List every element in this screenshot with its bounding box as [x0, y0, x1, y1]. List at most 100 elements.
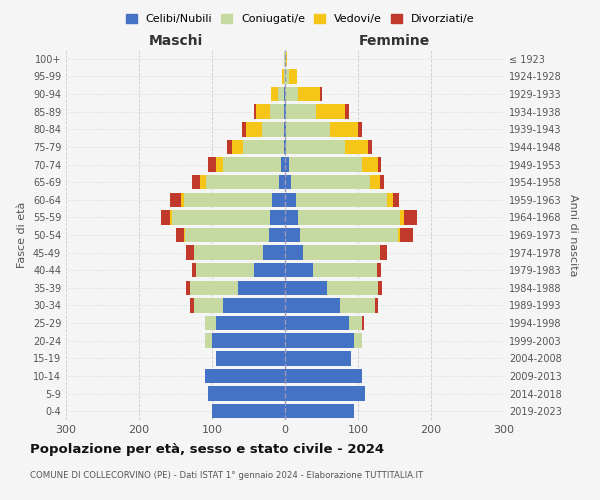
- Bar: [349, 316, 362, 330]
- Bar: [320, 87, 322, 102]
- Bar: [286, 122, 330, 136]
- Bar: [330, 122, 358, 136]
- Bar: [215, 316, 285, 330]
- Bar: [400, 210, 404, 224]
- Bar: [298, 210, 400, 224]
- Bar: [285, 263, 313, 278]
- Bar: [278, 87, 284, 102]
- Bar: [286, 104, 316, 119]
- Bar: [285, 280, 328, 295]
- Bar: [271, 210, 285, 224]
- Bar: [191, 175, 200, 190]
- Bar: [285, 386, 365, 401]
- Bar: [345, 104, 349, 119]
- Bar: [303, 246, 380, 260]
- Bar: [380, 246, 387, 260]
- Bar: [212, 334, 285, 348]
- Bar: [187, 246, 194, 260]
- Bar: [212, 404, 285, 418]
- Bar: [208, 158, 215, 172]
- Bar: [161, 210, 170, 224]
- Bar: [285, 210, 298, 224]
- Bar: [379, 280, 382, 295]
- Bar: [227, 140, 232, 154]
- Bar: [380, 175, 383, 190]
- Bar: [285, 334, 355, 348]
- Bar: [172, 210, 271, 224]
- Bar: [271, 87, 278, 102]
- Bar: [393, 192, 399, 207]
- Bar: [284, 104, 285, 119]
- Bar: [256, 104, 271, 119]
- Bar: [285, 69, 289, 84]
- Bar: [285, 175, 291, 190]
- Bar: [284, 87, 285, 102]
- Bar: [284, 140, 285, 154]
- Legend: Celibi/Nubili, Coniugati/e, Vedovi/e, Divorziati/e: Celibi/Nubili, Coniugati/e, Vedovi/e, Di…: [122, 10, 478, 28]
- Bar: [190, 298, 194, 312]
- Bar: [232, 140, 244, 154]
- Bar: [387, 192, 393, 207]
- Bar: [285, 316, 349, 330]
- Bar: [285, 228, 299, 242]
- Bar: [286, 52, 287, 66]
- Bar: [190, 280, 238, 295]
- Bar: [298, 87, 320, 102]
- Bar: [181, 192, 184, 207]
- Bar: [262, 122, 284, 136]
- Bar: [285, 404, 355, 418]
- Bar: [345, 140, 368, 154]
- Bar: [200, 175, 206, 190]
- Text: Maschi: Maschi: [148, 34, 203, 48]
- Bar: [184, 192, 272, 207]
- Y-axis label: Fasce di età: Fasce di età: [17, 202, 27, 268]
- Text: Popolazione per età, sesso e stato civile - 2024: Popolazione per età, sesso e stato civil…: [30, 442, 384, 456]
- Bar: [215, 351, 285, 366]
- Bar: [223, 298, 285, 312]
- Bar: [340, 298, 375, 312]
- Y-axis label: Anni di nascita: Anni di nascita: [568, 194, 578, 276]
- Bar: [184, 228, 185, 242]
- Bar: [285, 52, 286, 66]
- Bar: [187, 280, 190, 295]
- Bar: [285, 87, 298, 102]
- Bar: [244, 140, 284, 154]
- Bar: [291, 175, 370, 190]
- Bar: [285, 122, 286, 136]
- Bar: [285, 140, 286, 154]
- Bar: [286, 140, 345, 154]
- Bar: [205, 334, 212, 348]
- Bar: [289, 69, 298, 84]
- Bar: [194, 246, 263, 260]
- Bar: [205, 316, 215, 330]
- Bar: [285, 104, 286, 119]
- Bar: [263, 246, 285, 260]
- Bar: [358, 122, 362, 136]
- Bar: [272, 192, 285, 207]
- Bar: [285, 246, 303, 260]
- Text: COMUNE DI COLLECORVINO (PE) - Dati ISTAT 1° gennaio 2024 - Elaborazione TUTTITAL: COMUNE DI COLLECORVINO (PE) - Dati ISTAT…: [30, 470, 423, 480]
- Bar: [368, 140, 372, 154]
- Bar: [170, 210, 172, 224]
- Bar: [205, 368, 285, 383]
- Bar: [176, 228, 184, 242]
- Bar: [271, 104, 284, 119]
- Bar: [285, 351, 350, 366]
- Bar: [282, 69, 284, 84]
- Bar: [208, 386, 285, 401]
- Bar: [238, 280, 285, 295]
- Bar: [185, 228, 269, 242]
- Bar: [404, 210, 417, 224]
- Bar: [170, 192, 181, 207]
- Bar: [378, 158, 382, 172]
- Bar: [245, 122, 262, 136]
- Bar: [279, 175, 285, 190]
- Bar: [223, 158, 281, 172]
- Bar: [254, 104, 256, 119]
- Bar: [281, 158, 285, 172]
- Bar: [400, 228, 413, 242]
- Bar: [285, 298, 340, 312]
- Bar: [299, 228, 398, 242]
- Bar: [285, 158, 289, 172]
- Bar: [242, 122, 245, 136]
